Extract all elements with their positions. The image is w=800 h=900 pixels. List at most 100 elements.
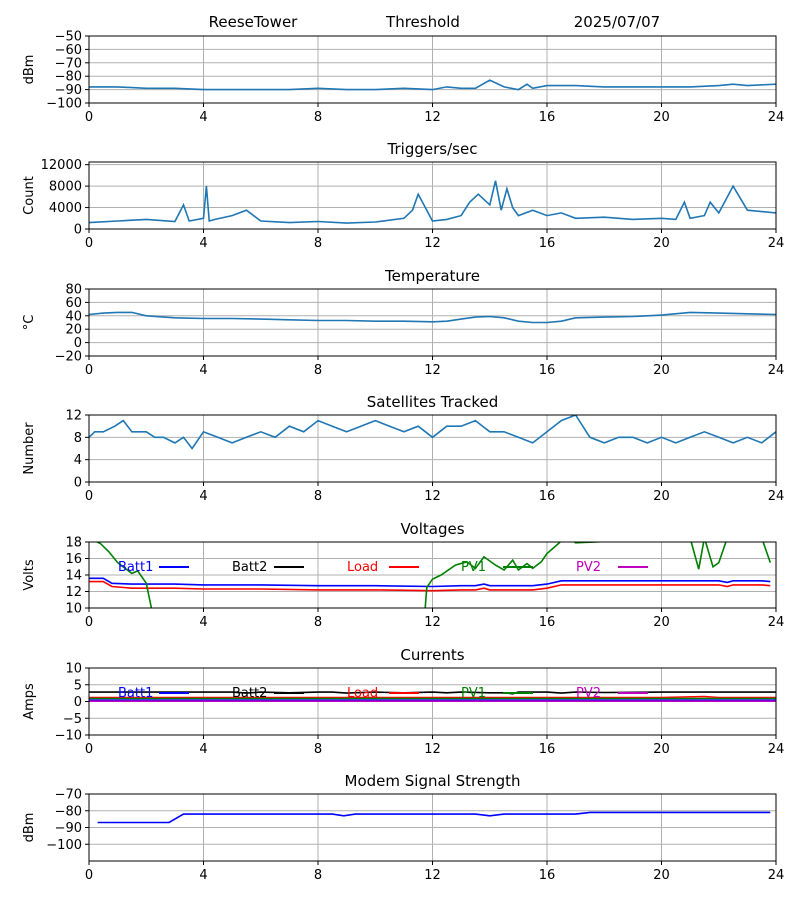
legend-label: PV2	[576, 560, 601, 575]
series-line	[89, 79, 776, 91]
x-tick-label: 0	[85, 110, 93, 125]
x-tick-label: 16	[539, 868, 556, 883]
x-tick-label: 8	[314, 110, 322, 125]
chart-panel: 0 4 8 12 16 20 24 0 4000 8000 12000 Triggers/sec Cou…	[22, 140, 784, 251]
header-mode: Threshold	[385, 13, 460, 31]
legend-label: PV1	[461, 560, 486, 575]
y-tick-label: −90	[55, 821, 82, 836]
x-tick-label: 20	[653, 742, 670, 757]
y-tick-label: 0	[74, 695, 82, 710]
y-axis-label: dBm	[22, 55, 37, 85]
x-tick-label: 20	[653, 868, 670, 883]
plot-frame	[88, 541, 777, 609]
x-tick-label: 20	[653, 236, 670, 251]
legend-label: PV2	[576, 686, 601, 701]
series-line	[89, 415, 776, 450]
y-tick-label: 18	[65, 536, 82, 551]
y-tick-label: −70	[55, 788, 82, 803]
y-tick-label: 8000	[49, 180, 82, 195]
x-tick-label: 0	[85, 615, 93, 630]
x-tick-label: 16	[539, 236, 556, 251]
plot-frame	[88, 793, 777, 862]
x-tick-label: 20	[653, 489, 670, 504]
x-tick-label: 8	[314, 236, 322, 251]
chart-panel: 0 4 8 12 16 20 24 0 4 8 12 Satellites Tracked Number	[22, 393, 784, 504]
x-tick-label: 8	[314, 742, 322, 757]
y-tick-label: 5	[74, 678, 82, 693]
y-tick-label: 40	[65, 309, 82, 324]
x-tick-label: 24	[768, 742, 785, 757]
x-tick-label: 12	[424, 742, 441, 757]
y-axis-label: Amps	[22, 683, 37, 720]
series-line	[89, 180, 776, 224]
y-tick-label: 12	[65, 585, 82, 600]
y-tick-label: 8	[74, 431, 82, 446]
plot-frame	[88, 161, 777, 230]
legend-label: Load	[347, 686, 378, 701]
x-tick-label: 0	[85, 742, 93, 757]
y-tick-label: 0	[74, 223, 82, 238]
y-axis-label: Number	[22, 422, 37, 475]
y-tick-label: −100	[46, 838, 82, 853]
y-tick-label: 12	[65, 409, 82, 424]
y-axis-label: Count	[22, 176, 37, 215]
x-tick-label: 24	[768, 363, 785, 378]
series-line	[89, 691, 776, 695]
x-tick-label: 8	[314, 363, 322, 378]
chart-panel: 0 4 8 12 16 20 24 −100 −90 −80−70 Modem Signal Str…	[22, 772, 784, 883]
y-tick-label: 20	[65, 323, 82, 338]
plot-frame	[88, 35, 777, 104]
legend-label: Load	[347, 560, 378, 575]
legend-label: PV1	[461, 686, 486, 701]
x-tick-label: 24	[768, 615, 785, 630]
y-tick-label: −80	[55, 70, 82, 85]
header-site: ReeseTower	[209, 13, 299, 31]
x-tick-label: 12	[424, 489, 441, 504]
y-tick-label: −5	[63, 712, 82, 727]
y-axis-label: Volts	[22, 559, 37, 591]
series-line	[95, 542, 772, 608]
x-tick-label: 24	[768, 489, 785, 504]
plot-frame	[88, 414, 777, 483]
y-tick-label: 80	[65, 283, 82, 298]
y-tick-label: 10	[65, 602, 82, 617]
legend-label: Batt1	[118, 686, 153, 701]
chart-title: Voltages	[400, 520, 464, 538]
x-tick-label: 16	[539, 110, 556, 125]
series-line	[89, 577, 771, 588]
x-tick-label: 8	[314, 489, 322, 504]
x-tick-label: 0	[85, 236, 93, 251]
x-tick-label: 16	[539, 615, 556, 630]
chart-title: Modem Signal Strength	[345, 772, 521, 790]
chart-title: Temperature	[384, 267, 480, 285]
x-tick-label: 4	[199, 236, 207, 251]
y-tick-label: 0	[74, 336, 82, 351]
x-tick-label: 20	[653, 110, 670, 125]
x-tick-label: 12	[424, 868, 441, 883]
y-tick-label: 14	[65, 569, 82, 584]
series-line	[97, 811, 771, 824]
y-tick-label: 0	[74, 476, 82, 491]
y-tick-label: 60	[65, 296, 82, 311]
y-tick-label: −20	[55, 350, 82, 365]
x-tick-label: 12	[424, 236, 441, 251]
x-tick-label: 24	[768, 236, 785, 251]
x-tick-label: 0	[85, 868, 93, 883]
x-tick-label: 4	[199, 110, 207, 125]
x-tick-label: 4	[199, 615, 207, 630]
x-tick-label: 16	[539, 489, 556, 504]
x-tick-label: 12	[424, 615, 441, 630]
y-tick-label: −80	[55, 804, 82, 819]
x-tick-label: 12	[424, 110, 441, 125]
chart-title: Triggers/sec	[387, 140, 478, 158]
chart-title: Satellites Tracked	[367, 393, 498, 411]
y-tick-label: −70	[55, 56, 82, 71]
y-tick-label: −90	[55, 83, 82, 98]
x-tick-label: 0	[85, 363, 93, 378]
legend-label: Batt1	[118, 560, 153, 575]
plot-frame	[88, 288, 777, 357]
